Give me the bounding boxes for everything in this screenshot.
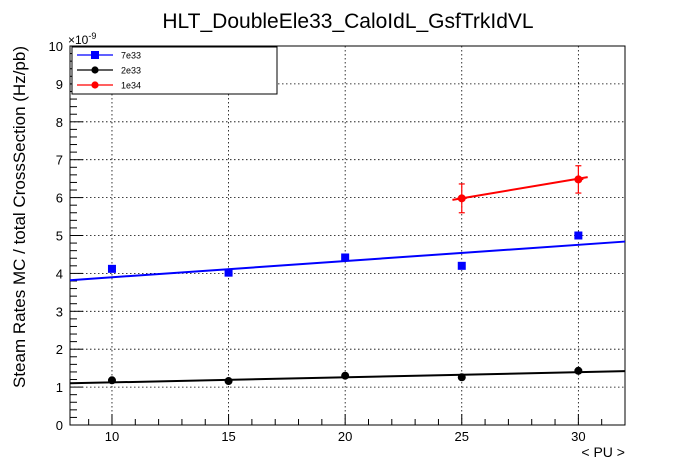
data-point: [574, 366, 583, 375]
fit-line: [452, 176, 588, 201]
y-axis-exponent: ×10-9: [68, 31, 96, 47]
y-tick-label: 4: [56, 266, 63, 281]
axis-ticks: [70, 45, 626, 426]
data-point: [457, 261, 466, 270]
y-tick-label: 2: [56, 342, 63, 357]
y-tick-label: 8: [56, 115, 63, 130]
legend-label: 2e33: [121, 66, 141, 76]
y-tick-label: 1: [56, 380, 63, 395]
y-tick-label: 10: [49, 39, 63, 54]
x-axis-label: < PU >: [581, 444, 625, 460]
y-axis-label: Steam Rates MC / total CrossSection (Hz/…: [10, 46, 29, 388]
data-point: [107, 376, 116, 385]
x-tick-label: 20: [338, 429, 352, 444]
chart-title: HLT_DoubleEle33_CaloIdL_GsfTrkIdVL: [162, 10, 533, 33]
y-tick-label: 6: [56, 191, 63, 206]
legend-marker: [91, 81, 99, 89]
legend: 7e33 2e33 1e34: [71, 46, 278, 95]
legend-label: 1e34: [121, 81, 141, 91]
legend-marker: [91, 66, 99, 74]
x-tick-label: 25: [455, 429, 469, 444]
y-tick-label: 9: [56, 77, 63, 92]
data-point: [574, 175, 583, 184]
y-tick-label: 3: [56, 304, 63, 319]
y-tick-label: 5: [56, 229, 63, 244]
legend-marker: [91, 51, 99, 59]
x-tick-label: 10: [105, 429, 119, 444]
data-point: [457, 373, 466, 382]
x-tick-label: 15: [221, 429, 235, 444]
data-point: [457, 194, 466, 203]
grid: [70, 46, 625, 425]
legend-entry-7e33: 7e33: [77, 51, 141, 61]
data-point: [224, 377, 233, 386]
y-tick-label: 0: [56, 418, 63, 433]
x-tick-labels: 10 15 20 25 30: [105, 429, 586, 444]
legend-entry-1e34: 1e34: [77, 81, 141, 91]
legend-entry-2e33: 2e33: [77, 66, 141, 76]
x-tick-label: 30: [571, 429, 585, 444]
data-point: [574, 231, 583, 240]
series-2e33: [69, 366, 626, 386]
data-series: [69, 165, 626, 386]
y-tick-labels: 0 1 2 3 4 5 6 7 8 9 10: [49, 39, 63, 433]
data-point: [224, 268, 233, 277]
y-tick-label: 7: [56, 153, 63, 168]
data-point: [341, 371, 350, 380]
data-point: [107, 264, 116, 273]
series-1e34: [452, 165, 588, 214]
series-7e33: [69, 231, 626, 282]
data-point: [341, 253, 350, 262]
legend-label: 7e33: [121, 51, 141, 61]
